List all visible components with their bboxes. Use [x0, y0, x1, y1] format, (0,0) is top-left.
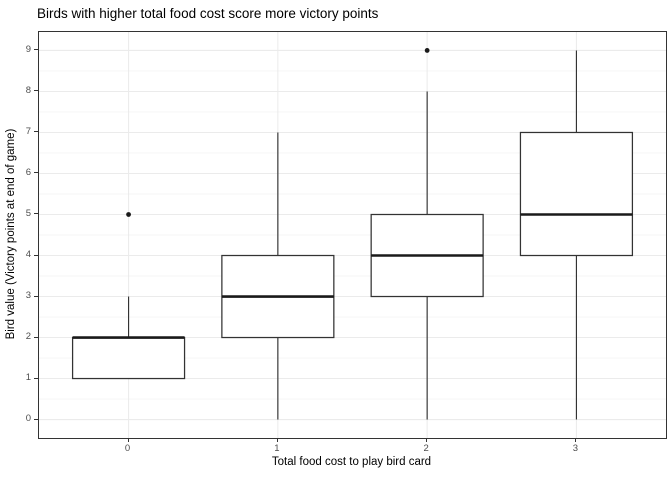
x-tick-mark: [426, 438, 428, 442]
y-tick-label: 1: [25, 372, 31, 384]
y-tick-mark: [34, 172, 38, 174]
y-tick-mark: [34, 254, 38, 256]
y-axis-title: Bird value (Victory points at end of gam…: [5, 128, 17, 340]
y-tick-label: 8: [25, 84, 31, 96]
plot-panel: [38, 31, 667, 439]
x-tick-label: 0: [124, 443, 131, 454]
y-tick-mark: [34, 90, 38, 92]
y-tick-mark: [34, 131, 38, 133]
box-iqr: [71, 336, 186, 380]
x-tick-label: 2: [423, 443, 429, 454]
y-tick-mark: [34, 295, 38, 297]
y-tick-mark: [34, 336, 38, 338]
y-tick-label: 2: [25, 331, 31, 343]
box-iqr: [519, 131, 634, 257]
x-tick-mark: [276, 438, 278, 442]
x-tick-label: 1: [274, 443, 280, 454]
y-tick-label: 0: [25, 413, 31, 425]
y-tick-mark: [34, 418, 38, 420]
x-tick-label: 3: [572, 443, 579, 454]
y-tick-label: 6: [25, 166, 31, 178]
y-tick-label: 5: [25, 207, 31, 219]
y-tick-mark: [34, 377, 38, 379]
outlier-point: [424, 48, 430, 53]
outlier-point: [126, 212, 131, 217]
y-tick-label: 4: [25, 249, 31, 260]
y-tick-mark: [34, 213, 38, 215]
y-tick-label: 9: [25, 43, 31, 55]
y-tick-label: 7: [25, 125, 31, 137]
y-tick-mark: [34, 49, 38, 51]
x-axis-title: Total food cost to play bird card: [271, 456, 432, 468]
x-tick-mark: [575, 438, 577, 442]
y-tick-label: 3: [25, 290, 31, 301]
x-tick-mark: [127, 438, 129, 442]
boxplot-canvas: [39, 32, 666, 438]
chart-title: Birds with higher total food cost score …: [37, 6, 379, 21]
